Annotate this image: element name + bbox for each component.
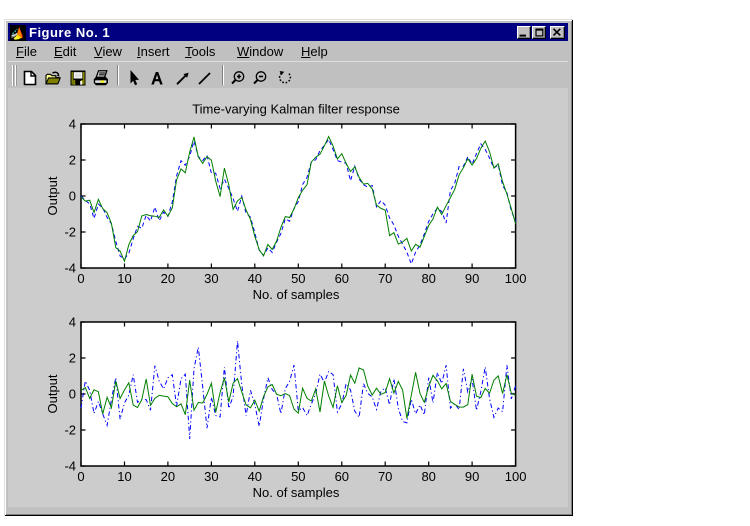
svg-text:-4: -4 (64, 459, 76, 474)
svg-text:0: 0 (69, 387, 76, 402)
svg-text:70: 70 (378, 469, 392, 484)
svg-text:4: 4 (69, 315, 76, 330)
svg-text:Output: Output (45, 374, 60, 413)
svg-text:2: 2 (69, 153, 76, 168)
svg-text:80: 80 (421, 271, 435, 286)
svg-text:4: 4 (69, 117, 76, 132)
svg-text:Output: Output (45, 176, 60, 215)
svg-text:-2: -2 (64, 225, 76, 240)
svg-text:50: 50 (291, 469, 305, 484)
svg-text:30: 30 (204, 271, 218, 286)
svg-text:30: 30 (204, 469, 218, 484)
svg-text:70: 70 (378, 271, 392, 286)
svg-text:60: 60 (335, 469, 349, 484)
svg-text:20: 20 (161, 271, 175, 286)
svg-text:100: 100 (505, 469, 527, 484)
svg-text:0: 0 (77, 469, 84, 484)
svg-text:0: 0 (77, 271, 84, 286)
svg-text:60: 60 (335, 271, 349, 286)
svg-text:40: 40 (248, 469, 262, 484)
svg-text:90: 90 (465, 271, 479, 286)
svg-text:0: 0 (69, 189, 76, 204)
svg-text:No. of samples: No. of samples (253, 485, 340, 500)
svg-text:No. of samples: No. of samples (253, 287, 340, 302)
svg-text:100: 100 (505, 271, 527, 286)
svg-text:10: 10 (117, 271, 131, 286)
svg-text:50: 50 (291, 271, 305, 286)
svg-text:40: 40 (248, 271, 262, 286)
svg-text:10: 10 (117, 469, 131, 484)
svg-text:90: 90 (465, 469, 479, 484)
svg-text:Time-varying Kalman filter res: Time-varying Kalman filter response (192, 102, 400, 117)
svg-text:80: 80 (421, 469, 435, 484)
svg-text:20: 20 (161, 469, 175, 484)
svg-text:-2: -2 (64, 423, 76, 438)
svg-text:2: 2 (69, 351, 76, 366)
svg-text:-4: -4 (64, 261, 76, 276)
